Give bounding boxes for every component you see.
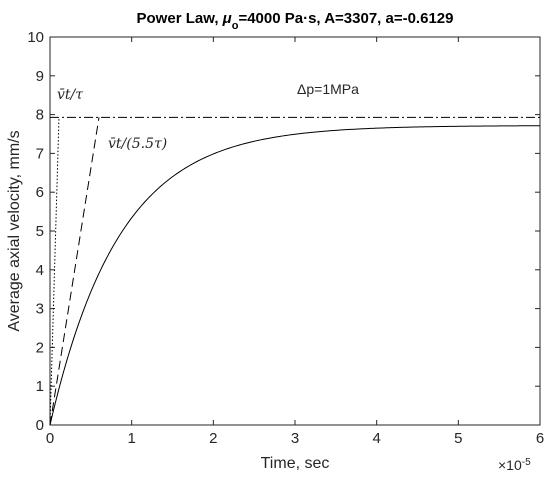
x-tick-label: 5 bbox=[454, 430, 462, 447]
x-exponent: ×10-5 bbox=[498, 457, 531, 474]
y-tick-label: 3 bbox=[36, 301, 44, 318]
dotted-tangent-line bbox=[49, 117, 60, 426]
x-tick-label: 2 bbox=[209, 430, 217, 447]
plot-area bbox=[49, 36, 541, 426]
y-tick-label: 6 bbox=[36, 184, 44, 201]
y-tick-label: 0 bbox=[36, 417, 44, 434]
x-tick-label: 0 bbox=[46, 430, 54, 447]
x-axis: 0 1 2 3 4 5 6 bbox=[46, 37, 544, 447]
series-layer bbox=[49, 116, 541, 426]
dotted-line-label: v̄t/τ bbox=[57, 87, 83, 103]
y-axis-label: Average axial velocity, mm/s bbox=[6, 130, 23, 331]
x-tick-label: 6 bbox=[536, 430, 544, 447]
dashed-line-label: v̄t/(5.5τ) bbox=[108, 136, 167, 152]
x-tick-label: 1 bbox=[127, 430, 135, 447]
y-tick-label: 9 bbox=[36, 68, 44, 85]
chart-title: Power Law, μo=4000 Pa·s, A=3307, a=-0.61… bbox=[137, 10, 454, 32]
y-tick-label: 5 bbox=[36, 223, 44, 240]
velocity-curve bbox=[49, 125, 541, 426]
dashed-tangent-line bbox=[49, 117, 100, 426]
y-tick-label: 2 bbox=[36, 339, 44, 356]
y-tick-label: 10 bbox=[27, 29, 44, 46]
y-axis: 0 1 2 3 4 5 6 7 8 9 10 bbox=[27, 29, 540, 434]
y-tick-label: 8 bbox=[36, 107, 44, 124]
x-axis-label: Time, sec bbox=[261, 455, 330, 472]
pressure-annotation: Δp=1MPa bbox=[297, 81, 359, 97]
y-tick-label: 4 bbox=[36, 262, 44, 279]
y-tick-label: 7 bbox=[36, 145, 44, 162]
x-tick-label: 3 bbox=[291, 430, 299, 447]
x-tick-label: 4 bbox=[372, 430, 380, 447]
y-tick-label: 1 bbox=[36, 378, 44, 395]
